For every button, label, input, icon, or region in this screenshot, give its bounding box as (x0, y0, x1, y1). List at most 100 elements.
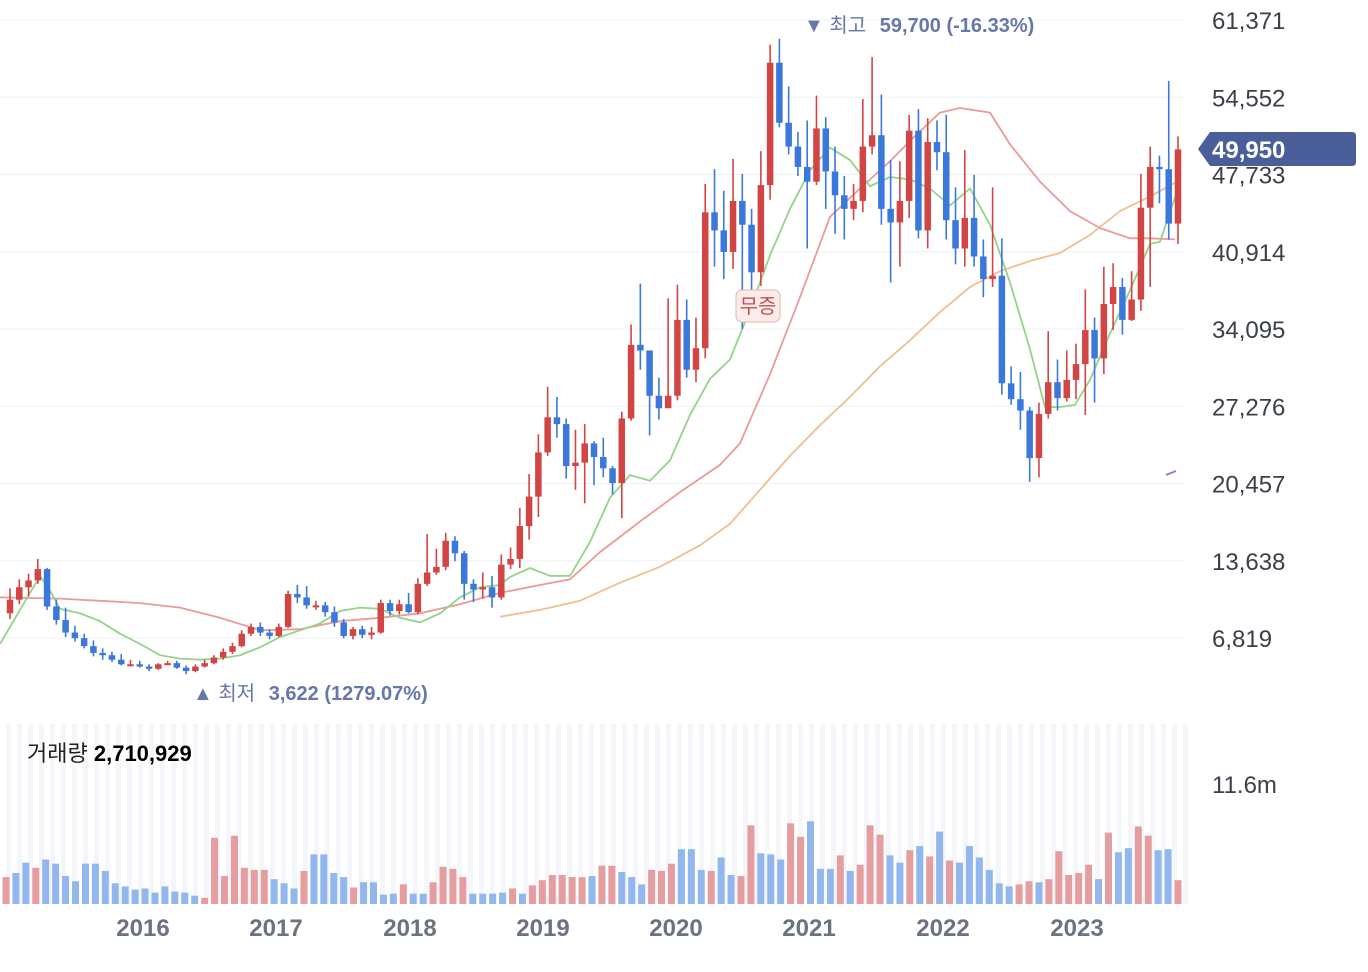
volume-bar (22, 862, 30, 904)
candle-body (507, 558, 514, 565)
volume-grid-stripe (424, 724, 429, 904)
volume-bar (409, 893, 417, 904)
volume-axis-label: 11.6m (1212, 772, 1277, 799)
candle (961, 149, 969, 267)
candle (294, 584, 301, 604)
y-tick-label: 34,095 (1212, 317, 1285, 344)
candle-body (201, 663, 208, 667)
candle-body (1007, 383, 1015, 400)
candle-body (683, 319, 690, 370)
candle (998, 238, 1006, 395)
volume-bar (856, 864, 864, 904)
candle (970, 174, 978, 267)
volume-grid-stripe (897, 724, 902, 904)
candle (266, 629, 273, 640)
candle-body (562, 424, 570, 467)
candle (257, 622, 264, 636)
volume-bar (886, 855, 894, 904)
volume-grid-stripe (1051, 724, 1056, 904)
candle (247, 623, 255, 636)
volume-bar (1025, 881, 1033, 904)
candle (609, 466, 616, 495)
candle-body (609, 468, 616, 484)
y-axis-ticks: 61,371 54,552 47,733 40,914 34,095 27,276 20,4… (1212, 8, 1285, 653)
volume-grid-stripe (17, 724, 22, 904)
volume-grid-stripe (457, 724, 462, 904)
volume-grid-stripe (578, 724, 583, 904)
candle (868, 57, 876, 155)
candle-body (1054, 382, 1061, 399)
bonus-issue-badge[interactable]: 무증 (735, 289, 781, 323)
candle (451, 536, 459, 562)
x-tick-label: 2018 (383, 915, 436, 942)
volume-bar (161, 886, 169, 904)
volume-grid-stripe (1128, 724, 1133, 904)
candle (229, 642, 236, 655)
candle (1026, 407, 1033, 482)
volume-bar (121, 886, 129, 904)
candle-body (1063, 379, 1071, 399)
candle (757, 151, 765, 286)
volume-grid-stripe (1029, 724, 1034, 904)
volume-bar (717, 857, 725, 904)
volume-bar (876, 834, 884, 904)
candle-body (1072, 364, 1080, 380)
volume-bar (2, 877, 10, 904)
candle (192, 664, 199, 673)
candle-body (887, 208, 894, 223)
candle-body (53, 606, 60, 621)
volume-grid-stripe (754, 724, 759, 904)
candle-body (1128, 299, 1135, 320)
candle-body (850, 200, 857, 209)
volume-bar (777, 859, 785, 904)
volume-bar (836, 855, 844, 904)
volume-bar (1085, 864, 1093, 904)
candle-body (25, 580, 32, 588)
candle (748, 208, 755, 297)
volume-grid-stripe (875, 724, 880, 904)
y-tick-label: 6,819 (1212, 626, 1272, 653)
candles (6, 38, 1182, 675)
volume-grid-stripe (908, 724, 913, 904)
candle-body (933, 142, 941, 153)
volume-grid-stripe (61, 724, 66, 904)
candle (6, 588, 14, 619)
candle (590, 441, 598, 486)
volume-bar (389, 893, 397, 904)
volume-bar (230, 835, 238, 904)
volume-grid-stripe (545, 724, 550, 904)
volume-bar (240, 867, 248, 904)
volume-grid-stripe (105, 724, 110, 904)
volume-bar (936, 831, 944, 904)
volume-bar (1055, 851, 1063, 904)
candle-body (108, 655, 116, 660)
volume-bar (131, 889, 139, 904)
volume-grid-stripe (985, 724, 990, 904)
volume-bar (737, 876, 745, 904)
candle (1035, 402, 1043, 478)
volume-grid-stripe (138, 724, 143, 904)
candle-body (1156, 166, 1163, 170)
candle (433, 548, 440, 575)
candle-body (303, 597, 310, 606)
candle (980, 239, 987, 298)
volume-bar (926, 856, 934, 904)
candle-body (711, 212, 718, 231)
candle (201, 659, 208, 668)
candle-body (739, 200, 746, 225)
volume-grid-stripe (380, 724, 385, 904)
candle (1109, 263, 1117, 331)
volume-grid-stripe (435, 724, 440, 904)
volume-grid-stripe (292, 724, 297, 904)
candle (396, 599, 403, 615)
volume-grid-stripe (6, 724, 11, 904)
candle-body (878, 135, 885, 209)
candle (386, 599, 394, 616)
candle (1137, 173, 1145, 311)
volume-bar (330, 872, 338, 904)
volume-grid-stripe (864, 724, 869, 904)
y-tick-label: 20,457 (1212, 472, 1285, 499)
current-price-value: 49,950 (1212, 137, 1285, 164)
candle-body (321, 605, 329, 613)
candle (423, 533, 431, 587)
